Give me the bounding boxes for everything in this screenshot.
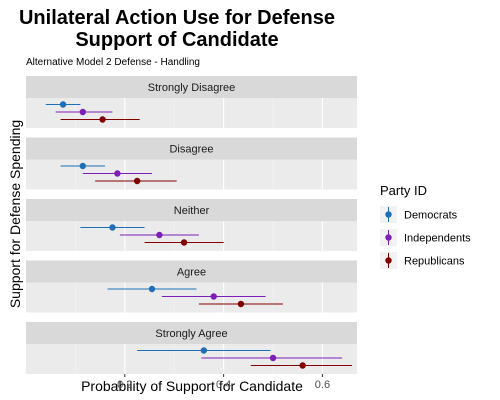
x-axis-title: Probability of Support for Candidate xyxy=(81,378,303,394)
x-tick-label: 0.4 xyxy=(216,379,231,391)
legend-item: Republicans xyxy=(380,252,465,269)
chart-title-line-1: Unilateral Action Use for Defense xyxy=(19,7,335,29)
x-axis: 0.2 0.4 0.6 xyxy=(117,374,330,391)
data-point xyxy=(148,285,156,293)
y-axis-title: Support for Defense Spending xyxy=(7,120,23,308)
data-point xyxy=(269,354,277,362)
facet-strip xyxy=(26,137,357,160)
data-point xyxy=(59,101,67,108)
data-point xyxy=(109,224,116,231)
panel-background xyxy=(26,282,357,313)
facet-panels: Strongly Disagree Disagree Neither Agree Str… xyxy=(26,76,357,374)
data-point xyxy=(210,293,217,300)
panel-background xyxy=(26,344,357,374)
data-point xyxy=(156,231,163,239)
legend-label: Democrats xyxy=(404,210,458,222)
facet-panel: Agree xyxy=(26,260,357,313)
chart-title-line-2: Support of Candidate xyxy=(75,29,278,51)
legend-key-point xyxy=(385,234,392,241)
data-point xyxy=(180,239,188,246)
data-point xyxy=(200,347,208,354)
data-point xyxy=(133,177,141,185)
facet-panel: Disagree xyxy=(26,137,357,190)
data-point xyxy=(114,170,121,177)
data-point xyxy=(237,300,245,308)
legend-key-point xyxy=(385,211,392,218)
x-tick-label: 0.2 xyxy=(117,379,132,391)
legend-key-point xyxy=(385,257,392,264)
facet-panel: Strongly Agree xyxy=(26,322,357,374)
facet-panel: Strongly Disagree xyxy=(26,76,357,128)
data-point xyxy=(79,162,87,170)
x-tick-label: 0.6 xyxy=(315,379,330,391)
legend-item: Independents xyxy=(380,229,471,246)
facet-panel: Neither xyxy=(26,199,357,251)
facet-strip-label: Strongly Agree xyxy=(155,328,227,340)
chart-subtitle: Alternative Model 2 Defense - Handling xyxy=(26,57,200,68)
facet-strip-label: Strongly Disagree xyxy=(148,82,235,94)
facet-strip xyxy=(26,76,357,98)
data-point xyxy=(99,116,106,123)
facet-strip-label: Disagree xyxy=(169,144,213,156)
data-point xyxy=(79,108,87,116)
data-point xyxy=(299,362,306,369)
panel-background xyxy=(26,221,357,251)
facet-strip xyxy=(26,260,357,283)
facet-strip-label: Agree xyxy=(177,267,206,279)
facet-strip xyxy=(26,199,357,221)
facet-strip xyxy=(26,322,357,344)
legend-item: Democrats xyxy=(380,206,458,223)
legend-title: Party ID xyxy=(380,183,427,198)
legend-label: Republicans xyxy=(404,256,465,268)
facet-strip-label: Neither xyxy=(174,205,210,217)
legend: Party ID Democrats Independents Republican… xyxy=(380,183,471,269)
legend-label: Independents xyxy=(404,233,471,245)
